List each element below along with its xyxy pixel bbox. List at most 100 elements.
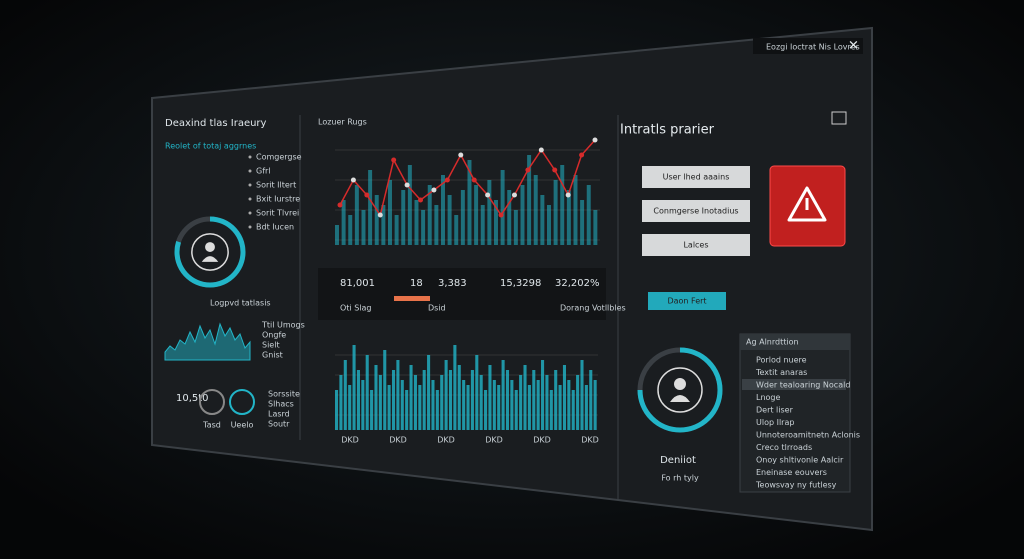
warning-icon <box>787 186 827 222</box>
legend-item: Soutr <box>268 420 290 429</box>
x-tick-label: DKD <box>389 436 407 445</box>
point <box>538 147 544 153</box>
legend-item: Ongfe <box>262 331 286 340</box>
bar <box>573 175 578 245</box>
option-button[interactable] <box>642 200 750 222</box>
list-item[interactable]: Dert liser <box>756 406 794 415</box>
bar <box>448 370 453 430</box>
point <box>364 192 370 198</box>
list-item[interactable]: Textit anaras <box>755 368 807 377</box>
window-title: Eozgi Ioctrat Nis Lovres <box>766 43 860 52</box>
bar <box>501 360 505 430</box>
list-item: Bdt Iucen <box>256 223 294 232</box>
legend-item: Slhacs <box>268 400 294 409</box>
bullet <box>248 225 252 229</box>
bar <box>540 195 545 245</box>
bar <box>381 205 386 245</box>
bar <box>533 175 538 245</box>
bullet <box>248 197 252 201</box>
bar <box>378 375 382 430</box>
bar <box>586 185 591 245</box>
bar <box>370 390 374 430</box>
bar <box>343 360 347 430</box>
list-item[interactable]: Wder tealoaring Nocald <box>756 381 850 390</box>
list-title: Ag Alnrdttion <box>746 338 799 347</box>
point <box>579 152 585 158</box>
bar <box>514 390 518 430</box>
x-tick-label: DKD <box>437 436 455 445</box>
right-title: Intratls prarier <box>620 123 715 138</box>
bar <box>488 365 492 430</box>
metrics-panel <box>318 268 606 320</box>
bar <box>427 355 431 430</box>
bar <box>475 355 479 430</box>
bar <box>365 355 369 430</box>
bar <box>401 190 406 245</box>
bar <box>474 185 479 245</box>
bar <box>558 385 562 430</box>
bar <box>405 390 409 430</box>
bar <box>536 380 540 430</box>
bullet <box>248 169 252 173</box>
bar <box>494 200 498 245</box>
list-item[interactable]: Creco tlrroads <box>756 443 812 452</box>
metric: 32,202% <box>555 278 600 289</box>
bar <box>407 165 412 245</box>
bar <box>361 210 366 245</box>
bar <box>527 385 531 430</box>
list-item[interactable]: Ulop Ilrap <box>756 418 794 427</box>
mini-ring <box>199 389 225 415</box>
option-button[interactable] <box>642 234 750 256</box>
close-button[interactable]: ✕ <box>848 39 859 54</box>
bar <box>510 380 514 430</box>
list-item[interactable]: Unnoteroamitnetn Aclonis <box>756 431 860 440</box>
x-tick-label: DKD <box>581 436 599 445</box>
bar <box>484 390 488 430</box>
bar <box>571 390 575 430</box>
avatar-head <box>205 242 215 252</box>
avatar-head <box>674 378 686 390</box>
bar <box>361 380 365 430</box>
point <box>444 177 450 183</box>
bar <box>487 180 492 245</box>
point <box>418 197 424 203</box>
bar <box>387 385 391 430</box>
bar <box>435 390 439 430</box>
list-item: Gfrl <box>256 167 271 176</box>
lock-icon[interactable] <box>831 111 847 125</box>
list-item[interactable]: Teowsvay ny futlesy <box>755 481 837 490</box>
legend-item: Gnist <box>262 351 283 360</box>
bar <box>457 365 461 430</box>
bar <box>513 210 518 245</box>
bar <box>352 345 356 430</box>
bar <box>576 375 580 430</box>
bar <box>549 390 553 430</box>
bar <box>470 370 474 430</box>
bar <box>335 390 339 430</box>
bar <box>520 185 525 245</box>
action-label: Daon Fert <box>667 297 706 306</box>
list-item[interactable]: Lnoge <box>756 393 781 402</box>
point <box>458 152 464 158</box>
point <box>471 177 477 183</box>
donut-label: Logpvd tatlasis <box>210 299 271 308</box>
point <box>377 212 383 218</box>
point <box>485 192 491 198</box>
bar <box>391 370 396 430</box>
bar <box>492 380 496 430</box>
bar <box>354 185 359 245</box>
action-button[interactable] <box>648 292 726 310</box>
bullet <box>248 183 252 187</box>
list-item[interactable]: Porlod nuere <box>756 356 807 365</box>
list-item: Sorit Iltert <box>256 181 296 190</box>
option-label: User lhed aaains <box>663 173 730 182</box>
list-item[interactable]: Onoy shltivonle Aalcir <box>756 456 844 465</box>
bar <box>527 155 532 245</box>
bar <box>500 170 505 245</box>
bar <box>383 350 387 430</box>
list-item[interactable]: Eneinase eouvers <box>756 468 827 477</box>
legend-item: Ttil Umogs <box>261 321 305 330</box>
option-button[interactable] <box>642 166 750 188</box>
